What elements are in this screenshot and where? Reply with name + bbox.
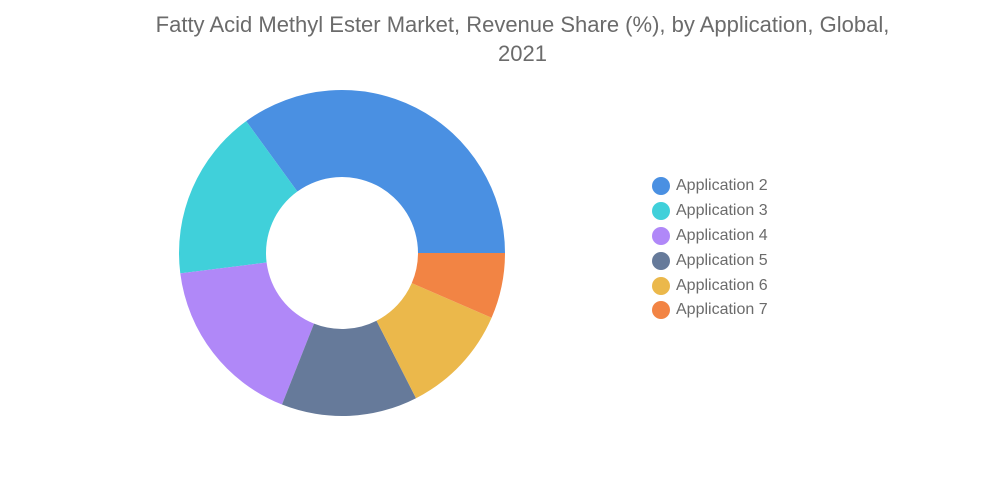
chart-legend: Application 2 Application 3 Application 4 A… [652, 174, 768, 323]
legend-item-application-2: Application 2 [652, 174, 768, 199]
legend-label-application-4: Application 4 [676, 226, 768, 244]
legend-swatch-application-4 [652, 226, 670, 245]
pie-slice-application-7 [411, 253, 505, 318]
chart-title: Fatty Acid Methyl Ester Market, Revenue … [155, 12, 890, 66]
legend-label-application-6: Application 6 [676, 276, 768, 294]
legend-item-application-3: Application 3 [652, 199, 768, 224]
legend-label-application-2: Application 2 [676, 177, 768, 195]
pie-slices [179, 90, 505, 416]
legend-swatch-application-3 [652, 202, 670, 221]
legend-item-application-7: Application 7 [652, 298, 768, 323]
legend-item-application-5: Application 5 [652, 248, 768, 273]
pie-slice-application-5 [281, 320, 417, 416]
pie-slice-application-6 [376, 283, 492, 399]
legend-swatch-application-2 [652, 177, 670, 196]
legend-swatch-application-7 [652, 301, 670, 320]
legend-swatch-application-6 [652, 276, 670, 295]
legend-item-application-6: Application 6 [652, 273, 768, 298]
legend-label-application-5: Application 5 [676, 251, 768, 269]
legend-label-application-7: Application 7 [676, 301, 768, 319]
pie-slice-application-2 [246, 90, 505, 253]
legend-item-application-4: Application 4 [652, 224, 768, 249]
legend-swatch-application-5 [652, 251, 670, 270]
pie-slice-application-3 [179, 121, 298, 274]
legend-label-application-3: Application 3 [676, 202, 768, 220]
pie-slice-application-4 [180, 262, 315, 405]
